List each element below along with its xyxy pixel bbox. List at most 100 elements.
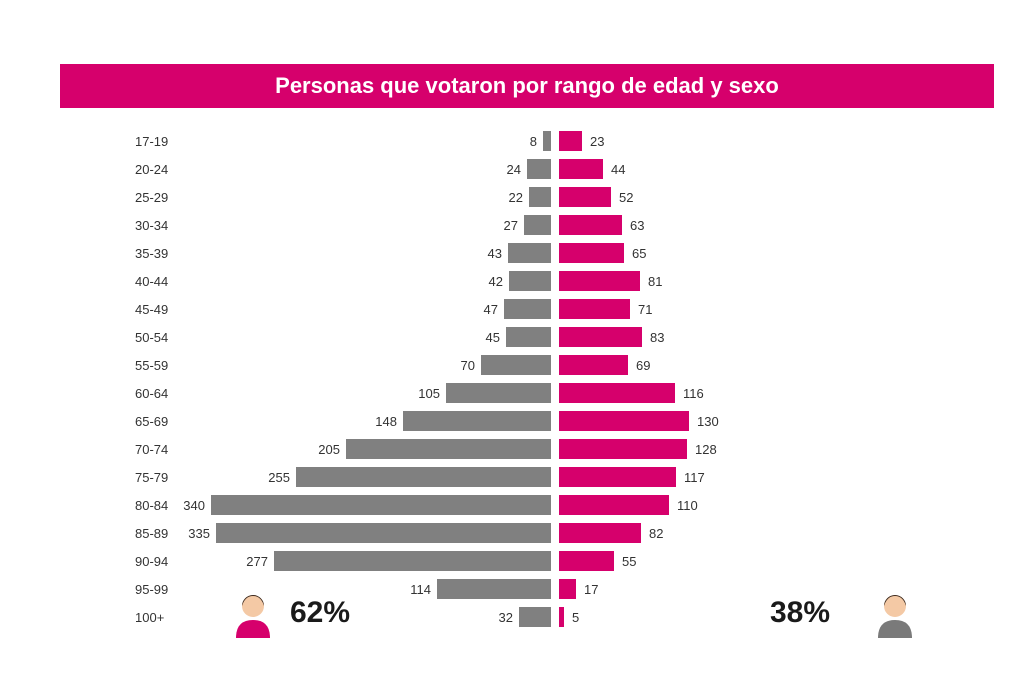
right-value: 44 [611,156,625,184]
age-label: 65-69 [135,408,168,436]
pyramid-row: 55-59 70 69 [0,352,1024,380]
right-bar [559,355,628,375]
right-value: 63 [630,212,644,240]
age-label: 70-74 [135,436,168,464]
age-label: 25-29 [135,184,168,212]
population-pyramid-chart: 17-1982320-24244425-29225230-34276335-39… [0,128,1024,632]
pyramid-row: 70-74 205 128 [0,436,1024,464]
right-value: 69 [636,352,650,380]
left-bar [274,551,551,571]
right-bar [559,243,624,263]
right-bar [559,383,675,403]
right-value: 52 [619,184,633,212]
age-label: 40-44 [135,268,168,296]
left-bar [481,355,551,375]
left-value: 340 [161,492,205,520]
left-bar [527,159,551,179]
age-label: 50-54 [135,324,168,352]
age-label: 20-24 [135,156,168,184]
left-value: 70 [431,352,475,380]
left-bar [508,243,551,263]
age-label: 35-39 [135,240,168,268]
pyramid-row: 25-29 22 52 [0,184,1024,212]
left-value: 277 [224,548,268,576]
age-label: 45-49 [135,296,168,324]
pyramid-row: 80-84340110 [0,492,1024,520]
pyramid-row: 65-69 148 130 [0,408,1024,436]
pyramid-row: 50-54 45 83 [0,324,1024,352]
right-value: 128 [695,436,717,464]
age-label: 75-79 [135,464,168,492]
pyramid-row: 40-44 42 81 [0,268,1024,296]
left-value: 27 [474,212,518,240]
right-bar [559,411,689,431]
right-bar [559,551,614,571]
female-icon [228,588,278,638]
right-bar [559,495,669,515]
right-bar [559,187,611,207]
right-value: 82 [649,520,663,548]
pyramid-row: 30-34 27 63 [0,212,1024,240]
left-bar [403,411,551,431]
age-label: 17-19 [135,128,168,156]
summary-row: 62% 38% [0,588,1024,648]
left-percentage: 62% [290,596,350,630]
right-bar [559,523,641,543]
left-bar [211,495,551,515]
pyramid-row: 75-79 255 117 [0,464,1024,492]
age-label: 30-34 [135,212,168,240]
age-label: 55-59 [135,352,168,380]
left-bar [543,131,551,151]
pyramid-row: 85-89335 82 [0,520,1024,548]
left-value: 148 [353,408,397,436]
right-bar [559,215,622,235]
left-bar [506,327,551,347]
right-bar [559,467,676,487]
left-value: 105 [396,380,440,408]
left-value: 42 [459,268,503,296]
right-value: 71 [638,296,652,324]
title-bar: Personas que votaron por rango de edad y… [60,64,994,108]
pyramid-row: 35-39 43 65 [0,240,1024,268]
left-value: 45 [456,324,500,352]
left-value: 335 [166,520,210,548]
age-label: 90-94 [135,548,168,576]
pyramid-row: 45-494771 [0,296,1024,324]
pyramid-row: 90-94 277 55 [0,548,1024,576]
left-bar [529,187,551,207]
right-bar [559,131,582,151]
right-value: 23 [590,128,604,156]
pyramid-row: 20-24 24 44 [0,156,1024,184]
right-percentage: 38% [770,596,830,630]
right-value: 130 [697,408,719,436]
right-value: 110 [677,492,698,520]
male-icon [870,588,920,638]
right-value: 55 [622,548,636,576]
right-value: 116 [683,380,704,408]
age-label: 85-89 [135,520,168,548]
page-title: Personas que votaron por rango de edad y… [275,73,779,99]
left-value: 24 [477,156,521,184]
right-value: 65 [632,240,646,268]
left-bar [296,467,551,487]
left-value: 22 [479,184,523,212]
right-value: 81 [648,268,662,296]
right-bar [559,327,642,347]
left-bar [216,523,551,543]
pyramid-row: 17-19823 [0,128,1024,156]
right-bar [559,271,640,291]
left-value: 205 [296,436,340,464]
right-value: 83 [650,324,664,352]
left-value: 43 [458,240,502,268]
left-bar [509,271,551,291]
left-value: 255 [246,464,290,492]
right-value: 117 [684,464,705,492]
left-bar [446,383,551,403]
left-bar [504,299,551,319]
right-bar [559,299,630,319]
left-bar [524,215,551,235]
left-bar [346,439,551,459]
age-label: 60-64 [135,380,168,408]
pyramid-row: 60-64 105 116 [0,380,1024,408]
right-bar [559,159,603,179]
